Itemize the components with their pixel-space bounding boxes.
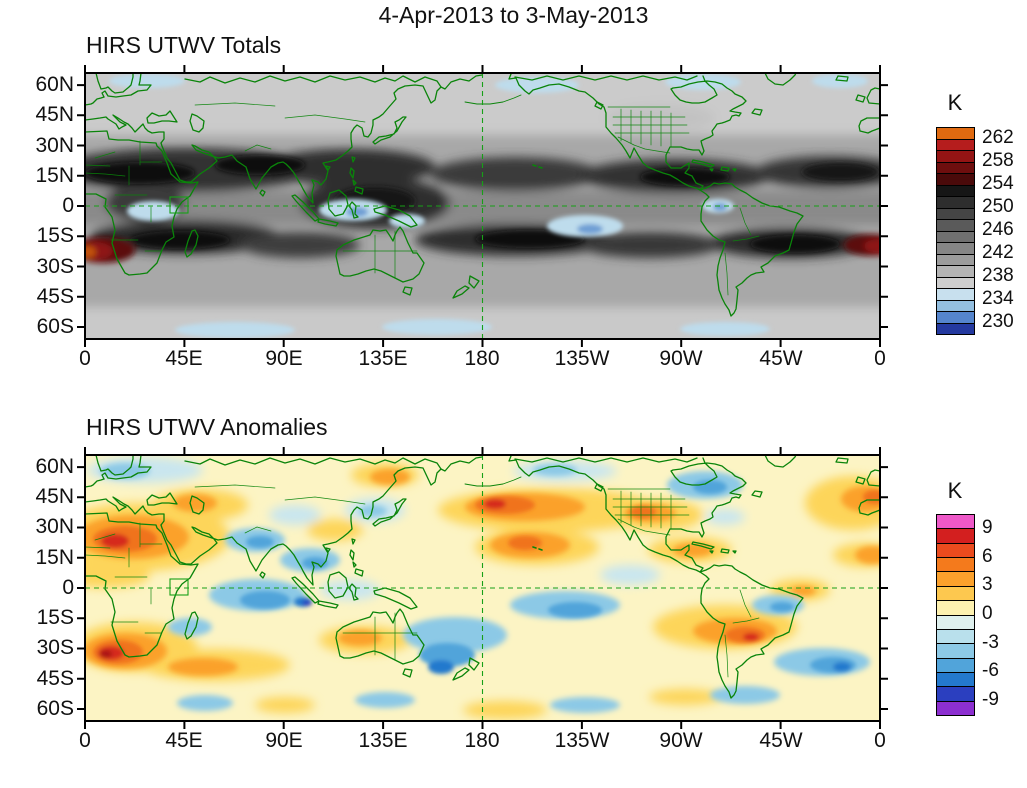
lon-axis-label: 0 bbox=[79, 729, 91, 752]
colorbar-tick-label: 246 bbox=[982, 219, 1014, 240]
lat-axis-label: 15S bbox=[36, 606, 74, 629]
colorbar-tick-label: 0 bbox=[982, 603, 993, 624]
colorbar-segment bbox=[937, 299, 974, 311]
colorbar-unit-label: K bbox=[947, 478, 963, 503]
colorbar-segment bbox=[937, 253, 974, 265]
colorbar-segment bbox=[937, 528, 974, 543]
colorbar-tick-label: -9 bbox=[982, 689, 999, 710]
lon-axis-label: 135W bbox=[554, 347, 610, 370]
panel-title-anomalies: HIRS UTWV Anomalies bbox=[86, 414, 328, 440]
colorbar-segment bbox=[937, 686, 974, 701]
lon-axis-label: 0 bbox=[874, 729, 886, 752]
panel-title-totals: HIRS UTWV Totals bbox=[86, 32, 282, 58]
colorbar-segment bbox=[937, 138, 974, 150]
totals-map bbox=[76, 64, 889, 348]
colorbar-segment bbox=[937, 585, 974, 601]
colorbar-tick-label: 258 bbox=[982, 150, 1014, 171]
lat-axis-label: 60N bbox=[35, 73, 74, 96]
colorbar-segment bbox=[937, 288, 974, 300]
colorbar-segment bbox=[937, 219, 974, 231]
lon-axis-label: 90W bbox=[659, 729, 703, 752]
colorbar-segment bbox=[937, 265, 974, 277]
colorbar-tick-label: 250 bbox=[982, 196, 1014, 217]
lon-axis-label: 180 bbox=[464, 347, 500, 370]
colorbar-tick-label: 234 bbox=[982, 288, 1014, 309]
colorbar-segment bbox=[937, 207, 974, 219]
colorbar-segment bbox=[937, 196, 974, 208]
colorbar-tick-label: -6 bbox=[982, 660, 999, 681]
colorbar-segment bbox=[937, 128, 974, 139]
colorbar-tick-label: -3 bbox=[982, 632, 999, 653]
anomalies-map-field bbox=[85, 455, 880, 721]
lat-axis-label: 45N bbox=[35, 485, 74, 508]
colorbar-segment bbox=[937, 242, 974, 254]
lon-axis-label: 45E bbox=[165, 729, 203, 752]
colorbar-segment bbox=[937, 230, 974, 242]
colorbar-tick-label: 262 bbox=[982, 127, 1014, 148]
lat-axis-label: 30N bbox=[35, 515, 74, 538]
colorbar-segment bbox=[937, 557, 974, 572]
lon-axis-label: 45W bbox=[759, 347, 803, 370]
colorbar-segment bbox=[937, 657, 974, 672]
colorbar-tick-label: 9 bbox=[982, 517, 993, 538]
colorbar-segment bbox=[937, 184, 974, 196]
lat-axis-label: 45S bbox=[36, 667, 74, 690]
lon-axis-label: 180 bbox=[464, 729, 500, 752]
lon-axis-label: 90W bbox=[659, 347, 703, 370]
lat-axis-label: 30S bbox=[36, 255, 74, 278]
lat-axis-label: 60N bbox=[35, 455, 74, 478]
colorbar-segment bbox=[937, 515, 974, 529]
lon-axis-label: 90E bbox=[265, 729, 303, 752]
anomalies-map bbox=[76, 446, 889, 730]
colorbar-segment bbox=[937, 671, 974, 687]
lon-axis-label: 0 bbox=[79, 347, 91, 370]
lat-axis-label: 30S bbox=[36, 636, 74, 659]
colorbar-tick-label: 238 bbox=[982, 265, 1014, 286]
lon-axis-label: 45E bbox=[165, 347, 203, 370]
lon-axis-label: 135E bbox=[358, 729, 408, 752]
totals-map-field bbox=[85, 73, 880, 339]
colorbar-tick-label: 242 bbox=[982, 242, 1014, 263]
main-title: 4-Apr-2013 to 3-May-2013 bbox=[378, 2, 649, 28]
lon-axis-label: 135E bbox=[358, 347, 408, 370]
colorbar-segment bbox=[937, 614, 974, 629]
colorbar-segment bbox=[937, 628, 974, 644]
colorbar-segment bbox=[937, 322, 974, 334]
colorbar-segment bbox=[937, 571, 974, 586]
lat-axis-label: 30N bbox=[35, 134, 74, 157]
colorbar-segment bbox=[937, 311, 974, 323]
colorbar-tick-label: 230 bbox=[982, 311, 1014, 332]
colorbar-tick-label: 254 bbox=[982, 173, 1014, 194]
lat-axis-label: 15N bbox=[35, 164, 74, 187]
colorbar-segment bbox=[937, 150, 974, 162]
colorbar-segment bbox=[937, 700, 974, 716]
totals-colorbar bbox=[936, 127, 975, 335]
colorbar-tick-label: 3 bbox=[982, 574, 993, 595]
lat-axis-label: 0 bbox=[62, 194, 74, 217]
lon-axis-label: 0 bbox=[874, 347, 886, 370]
colorbar-segment bbox=[937, 173, 974, 185]
colorbar-segment bbox=[937, 643, 974, 658]
colorbar-segment bbox=[937, 161, 974, 173]
lon-axis-label: 135W bbox=[554, 729, 610, 752]
lat-axis-label: 60S bbox=[36, 315, 74, 338]
colorbar-segment bbox=[937, 600, 974, 615]
lat-axis-label: 15N bbox=[35, 546, 74, 569]
colorbar-segment bbox=[937, 542, 974, 558]
lon-axis-label: 45W bbox=[759, 729, 803, 752]
colorbar-unit-label: K bbox=[947, 90, 963, 115]
lat-axis-label: 45S bbox=[36, 285, 74, 308]
lat-axis-label: 45N bbox=[35, 103, 74, 126]
anomalies-colorbar bbox=[936, 514, 975, 716]
colorbar-tick-label: 6 bbox=[982, 546, 993, 567]
lat-axis-label: 60S bbox=[36, 697, 74, 720]
lat-axis-label: 0 bbox=[62, 576, 74, 599]
lon-axis-label: 90E bbox=[265, 347, 303, 370]
lat-axis-label: 15S bbox=[36, 224, 74, 247]
colorbar-segment bbox=[937, 276, 974, 288]
